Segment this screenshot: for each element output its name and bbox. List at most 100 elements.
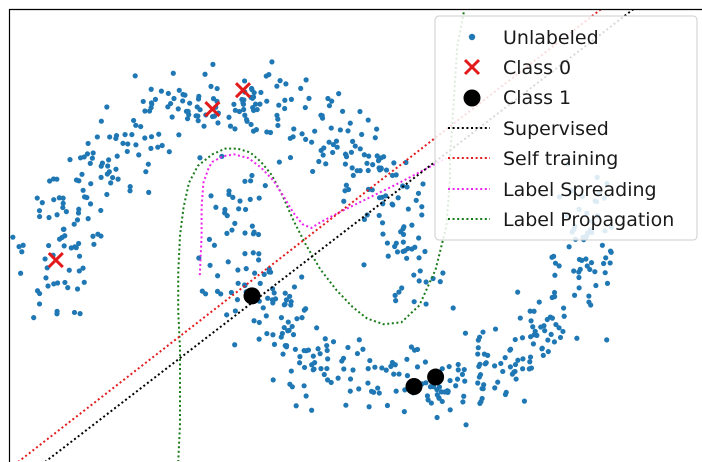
unlabeled-point (230, 194, 236, 200)
unlabeled-point (60, 226, 66, 232)
unlabeled-point (305, 347, 312, 353)
unlabeled-point (20, 242, 26, 248)
unlabeled-point (289, 323, 295, 330)
unlabeled-point (520, 366, 526, 372)
legend-marker-class-0 (463, 58, 481, 76)
unlabeled-point (270, 332, 276, 338)
unlabeled-point (235, 280, 241, 286)
unlabeled-point (247, 196, 253, 202)
unlabeled-point (422, 248, 428, 255)
unlabeled-point (388, 363, 394, 369)
legend-entry-class-0: Class 0 (463, 57, 571, 79)
unlabeled-point (341, 198, 347, 204)
unlabeled-point (34, 288, 41, 294)
unlabeled-point (551, 289, 558, 296)
unlabeled-point (197, 155, 203, 161)
unlabeled-point (292, 346, 298, 352)
unlabeled-point (500, 368, 506, 375)
unlabeled-point (210, 61, 216, 67)
unlabeled-point (283, 297, 290, 303)
unlabeled-point (586, 293, 592, 299)
unlabeled-point (54, 311, 60, 317)
unlabeled-point (404, 255, 410, 261)
unlabeled-point (234, 297, 241, 303)
unlabeled-point (392, 292, 398, 298)
unlabeled-point (454, 376, 461, 382)
unlabeled-point (51, 197, 57, 203)
unlabeled-point (321, 371, 327, 378)
unlabeled-point (324, 377, 331, 383)
unlabeled-point (439, 366, 445, 372)
unlabeled-point (310, 168, 316, 175)
unlabeled-point (414, 364, 421, 370)
unlabeled-point (249, 172, 255, 179)
unlabeled-point (222, 206, 228, 213)
unlabeled-point (447, 407, 453, 413)
unlabeled-point (142, 135, 148, 141)
unlabeled-point (85, 140, 91, 147)
unlabeled-point (206, 236, 213, 242)
unlabeled-point (604, 337, 610, 343)
unlabeled-point (242, 251, 248, 257)
unlabeled-point (335, 375, 341, 381)
unlabeled-point (215, 273, 221, 279)
legend-label-class-1: Class 1 (503, 87, 571, 109)
unlabeled-point (303, 393, 309, 399)
unlabeled-point (267, 129, 274, 136)
unlabeled-point (104, 191, 110, 198)
unlabeled-point (574, 335, 580, 341)
unlabeled-point (46, 214, 52, 221)
unlabeled-point (531, 308, 537, 314)
unlabeled-point (345, 186, 352, 193)
unlabeled-point (74, 217, 81, 223)
unlabeled-point (31, 315, 37, 321)
unlabeled-point (309, 362, 315, 368)
unlabeled-point (104, 171, 110, 177)
unlabeled-point (475, 345, 481, 351)
unlabeled-point (462, 378, 468, 384)
unlabeled-point (281, 302, 287, 308)
unlabeled-point (148, 86, 154, 92)
unlabeled-point (396, 289, 402, 295)
unlabeled-point (71, 309, 78, 316)
unlabeled-point (461, 393, 467, 399)
legend-entry-label-spreading: Label Spreading (448, 179, 657, 201)
unlabeled-point (415, 190, 422, 196)
unlabeled-point (459, 371, 466, 377)
unlabeled-point (303, 306, 309, 312)
unlabeled-point (256, 251, 262, 257)
unlabeled-point (227, 123, 234, 129)
unlabeled-point (155, 144, 161, 150)
unlabeled-point (428, 400, 434, 406)
unlabeled-point (77, 311, 83, 317)
unlabeled-point (10, 234, 16, 240)
unlabeled-point (266, 71, 272, 78)
unlabeled-point (187, 100, 193, 106)
unlabeled-point (213, 204, 219, 210)
unlabeled-point (214, 85, 220, 92)
unlabeled-point (576, 274, 582, 281)
plot-area (10, 9, 635, 461)
unlabeled-point (334, 144, 340, 150)
unlabeled-point (556, 325, 562, 331)
unlabeled-point (527, 354, 534, 360)
unlabeled-point (357, 168, 363, 174)
legend-entry-class-1: Class 1 (463, 87, 571, 109)
unlabeled-point (409, 222, 415, 228)
class-0-point (234, 82, 252, 99)
unlabeled-point (359, 131, 365, 138)
unlabeled-point (460, 399, 466, 405)
unlabeled-point (280, 351, 286, 357)
unlabeled-point (337, 127, 343, 133)
unlabeled-point (76, 268, 82, 274)
unlabeled-point (405, 206, 411, 212)
unlabeled-point (152, 96, 159, 102)
unlabeled-point (256, 257, 262, 263)
unlabeled-point (527, 359, 533, 365)
unlabeled-point (556, 263, 562, 269)
unlabeled-point (519, 335, 526, 341)
unlabeled-point (383, 367, 389, 373)
unlabeled-point (125, 141, 131, 147)
unlabeled-point (242, 112, 248, 118)
unlabeled-point (287, 293, 293, 299)
